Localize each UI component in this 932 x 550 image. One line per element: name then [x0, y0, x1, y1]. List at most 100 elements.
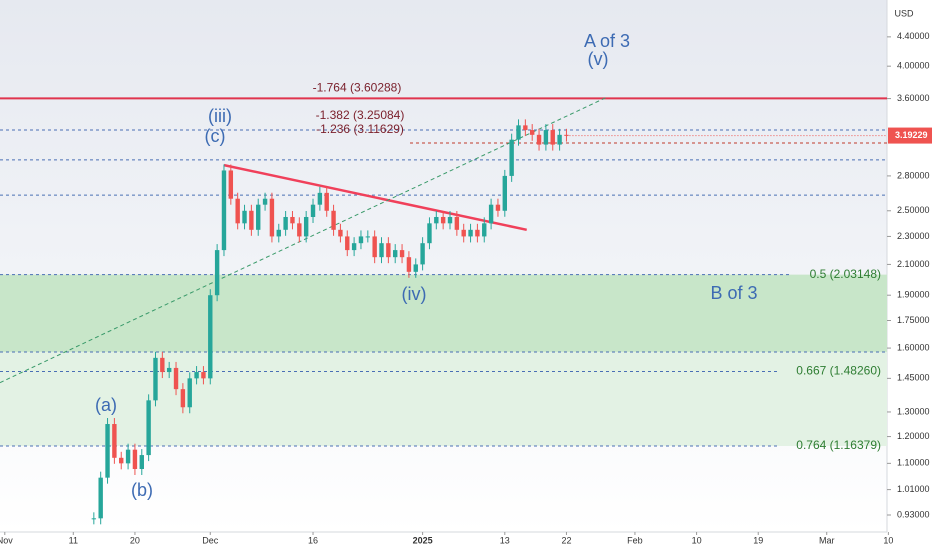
candle — [351, 243, 357, 251]
candle — [214, 250, 220, 296]
wave-label: (iii) — [208, 106, 232, 126]
candle — [393, 250, 398, 258]
candle — [324, 192, 329, 211]
candle — [173, 367, 179, 390]
x-tick-label: 20 — [130, 535, 140, 545]
candle — [208, 295, 213, 379]
x-tick-label: 10 — [883, 535, 893, 545]
level-label: 0.667 (1.48260) — [796, 364, 881, 378]
candle — [338, 229, 343, 237]
candle — [290, 216, 295, 224]
x-tick-label: 16 — [308, 535, 318, 545]
candle — [447, 216, 453, 224]
last-price-box — [888, 127, 932, 144]
level-label: 0.764 (1.16379) — [796, 438, 881, 452]
x-tick-label: Nov — [0, 535, 13, 545]
candle — [166, 367, 172, 373]
candle — [536, 134, 542, 145]
candle — [317, 192, 323, 205]
candle — [201, 372, 206, 379]
y-tick-label: 1.45000 — [897, 373, 930, 383]
candle — [249, 210, 254, 230]
x-tick-label: 10 — [692, 535, 702, 545]
x-tick-label: 2025 — [413, 535, 433, 545]
candle — [146, 400, 151, 456]
candle — [440, 216, 446, 224]
candle — [112, 424, 117, 458]
wave-label: A of 3 — [584, 31, 630, 51]
candle — [98, 477, 103, 519]
candle — [235, 198, 240, 224]
wave-label: (iv) — [402, 284, 427, 304]
candle — [509, 139, 514, 176]
candle — [413, 264, 418, 272]
wave-label: (b) — [131, 480, 153, 500]
candle — [379, 243, 384, 258]
candle — [132, 449, 138, 469]
x-tick-label: 22 — [561, 535, 571, 545]
level-label: 0.5 (2.03148) — [810, 267, 881, 281]
candle — [153, 357, 158, 401]
candle — [557, 134, 562, 145]
candle — [461, 229, 466, 237]
candle — [297, 223, 302, 237]
y-tick-label: 1.10000 — [897, 458, 930, 468]
candle — [256, 204, 261, 230]
zone — [0, 351, 887, 447]
currency-label: USD — [894, 8, 914, 18]
x-tick-label: 19 — [753, 535, 763, 545]
candle — [276, 229, 281, 237]
candle — [406, 257, 412, 272]
candle — [365, 236, 371, 238]
y-tick-label: 4.00000 — [897, 61, 930, 71]
candle — [516, 125, 521, 140]
candle — [310, 204, 316, 217]
candle — [372, 236, 377, 258]
y-tick-label: 4.40000 — [897, 31, 930, 41]
candle — [523, 125, 528, 131]
x-tick-label: Mar — [819, 535, 835, 545]
candle — [242, 210, 247, 224]
candle — [482, 223, 487, 237]
wave-label: (c) — [205, 126, 226, 146]
candle — [468, 229, 473, 237]
candle — [125, 449, 131, 464]
candle — [180, 389, 186, 408]
y-tick-label: 2.50000 — [897, 205, 930, 215]
candle — [139, 455, 144, 469]
x-tick-label: Feb — [627, 535, 643, 545]
candle — [530, 130, 535, 135]
y-tick-label: 2.10000 — [897, 259, 930, 269]
candle — [420, 243, 425, 265]
price-axis-background — [887, 0, 932, 550]
level-label: -1.236 (3.11629) — [316, 122, 404, 136]
candle — [283, 216, 288, 230]
candle — [194, 372, 199, 379]
candle — [303, 216, 309, 237]
candle — [386, 243, 391, 258]
x-tick-label: 13 — [500, 535, 510, 545]
candle — [550, 130, 555, 145]
candle — [269, 198, 275, 237]
wave-label: (v) — [588, 49, 609, 69]
candle — [221, 170, 227, 251]
candle — [160, 357, 165, 373]
last-price-label: 3.19229 — [895, 130, 928, 140]
candle — [488, 204, 494, 224]
y-tick-label: 1.75000 — [897, 315, 930, 325]
y-tick-label: 1.30000 — [897, 406, 930, 416]
y-tick-label: 1.01000 — [897, 484, 930, 494]
y-tick-label: 3.60000 — [897, 93, 930, 103]
y-tick-label: 1.90000 — [897, 290, 930, 300]
candle — [399, 250, 405, 258]
candle — [475, 229, 480, 237]
candle — [345, 236, 350, 251]
trendline — [223, 163, 527, 232]
x-tick-label: Dec — [202, 535, 219, 545]
wave-label: (a) — [95, 395, 117, 415]
candle — [105, 424, 110, 478]
x-tick-label: 11 — [69, 535, 78, 545]
candle — [91, 518, 97, 520]
